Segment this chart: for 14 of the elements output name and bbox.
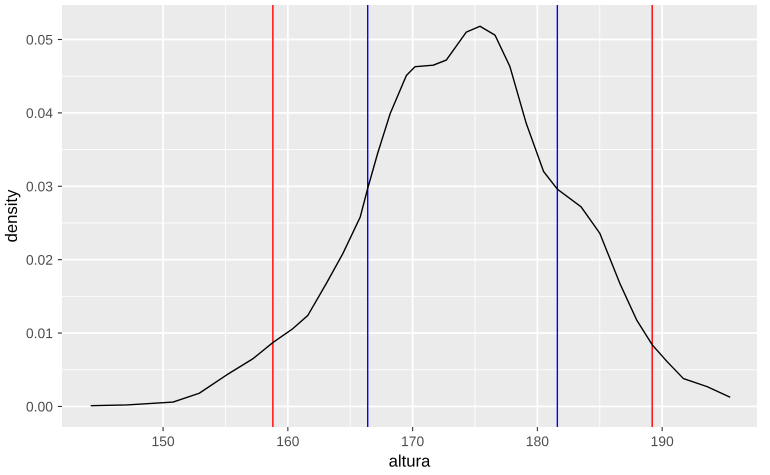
x-tick-label: 150 — [152, 436, 174, 446]
x-axis-title: altura — [389, 454, 430, 467]
y-tick-label: 0.00 — [26, 402, 52, 412]
y-tick-label: 0.02 — [26, 255, 52, 265]
line-series — [90, 26, 730, 406]
y-tick-label: 0.01 — [26, 328, 52, 338]
y-tick-label: 0.04 — [26, 108, 53, 118]
x-tick-label: 190 — [652, 436, 674, 446]
y-axis-title: density — [4, 190, 20, 242]
x-tick-label: 170 — [402, 436, 424, 446]
y-tick-label: 0.03 — [26, 182, 52, 192]
x-tick-label: 180 — [526, 436, 548, 446]
y-tick-label: 0.05 — [26, 34, 52, 45]
x-tick-label: 160 — [277, 436, 299, 446]
